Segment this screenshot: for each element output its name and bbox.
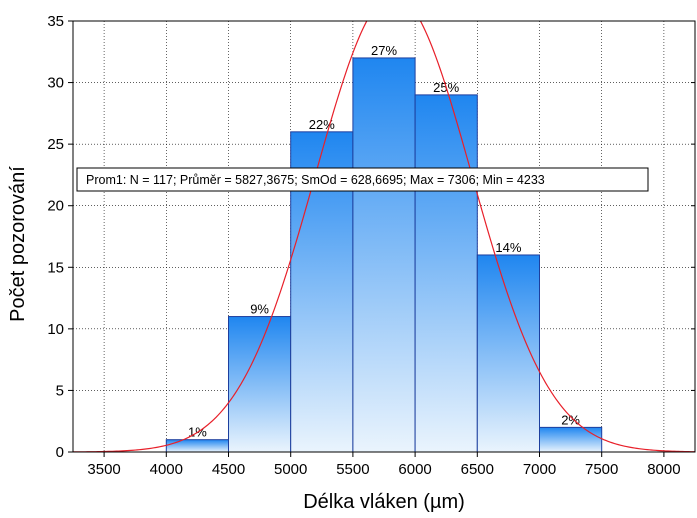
x-tick-label: 5000: [274, 461, 307, 478]
x-tick-label: 6500: [461, 461, 494, 478]
y-tick-label: 20: [47, 198, 64, 215]
normal-fit-curve: [73, 21, 695, 452]
normal-curve-layer: [73, 21, 695, 452]
histogram-bar: [228, 316, 292, 453]
y-tick-label: 5: [56, 382, 64, 399]
histogram-bar: [414, 94, 478, 453]
histogram-bar: [165, 439, 230, 453]
bars: [165, 57, 603, 453]
y-tick-label: 30: [47, 75, 64, 92]
y-tick-label: 35: [47, 13, 64, 30]
y-tick-label: 10: [47, 321, 64, 338]
x-tick-label: 3500: [87, 461, 120, 478]
bar-percent-label: 27%: [371, 43, 397, 58]
stats-label: Prom1: N = 117; Průměr = 5827,3675; SmOd…: [86, 173, 545, 187]
histogram-bar: [352, 57, 416, 453]
y-tick-label: 25: [47, 136, 64, 153]
x-tick-label: 7500: [585, 461, 618, 478]
y-tick-label: 15: [47, 259, 64, 276]
stats-box: Prom1: N = 117; Průměr = 5827,3675; SmOd…: [76, 167, 649, 192]
y-axis-title: Počet pozorování: [7, 166, 29, 322]
x-tick-label: 4000: [150, 461, 183, 478]
x-axis-ticks: 3500 4000 4500 5000 5500 6000 6500 7000 7500 8000: [87, 452, 681, 478]
x-tick-label: 7000: [523, 461, 556, 478]
x-tick-label: 4500: [212, 461, 245, 478]
y-axis-ticks: 0 5 10 15 20 25 30 35: [47, 13, 695, 461]
x-tick-label: 5500: [336, 461, 369, 478]
plot-frame: [72, 20, 696, 453]
x-tick-label: 8000: [647, 461, 680, 478]
x-axis-title: Délka vláken (µm): [303, 491, 465, 513]
bar-percent-label: 9%: [250, 302, 269, 317]
bar-percent-label: 14%: [495, 240, 521, 255]
histogram-bar: [476, 254, 540, 453]
histogram-bar: [539, 426, 603, 453]
x-tick-label: 6000: [398, 461, 431, 478]
bar-percent-label: 2%: [561, 412, 580, 427]
y-tick-label: 0: [56, 444, 64, 461]
stats-box-frame: [76, 167, 649, 192]
